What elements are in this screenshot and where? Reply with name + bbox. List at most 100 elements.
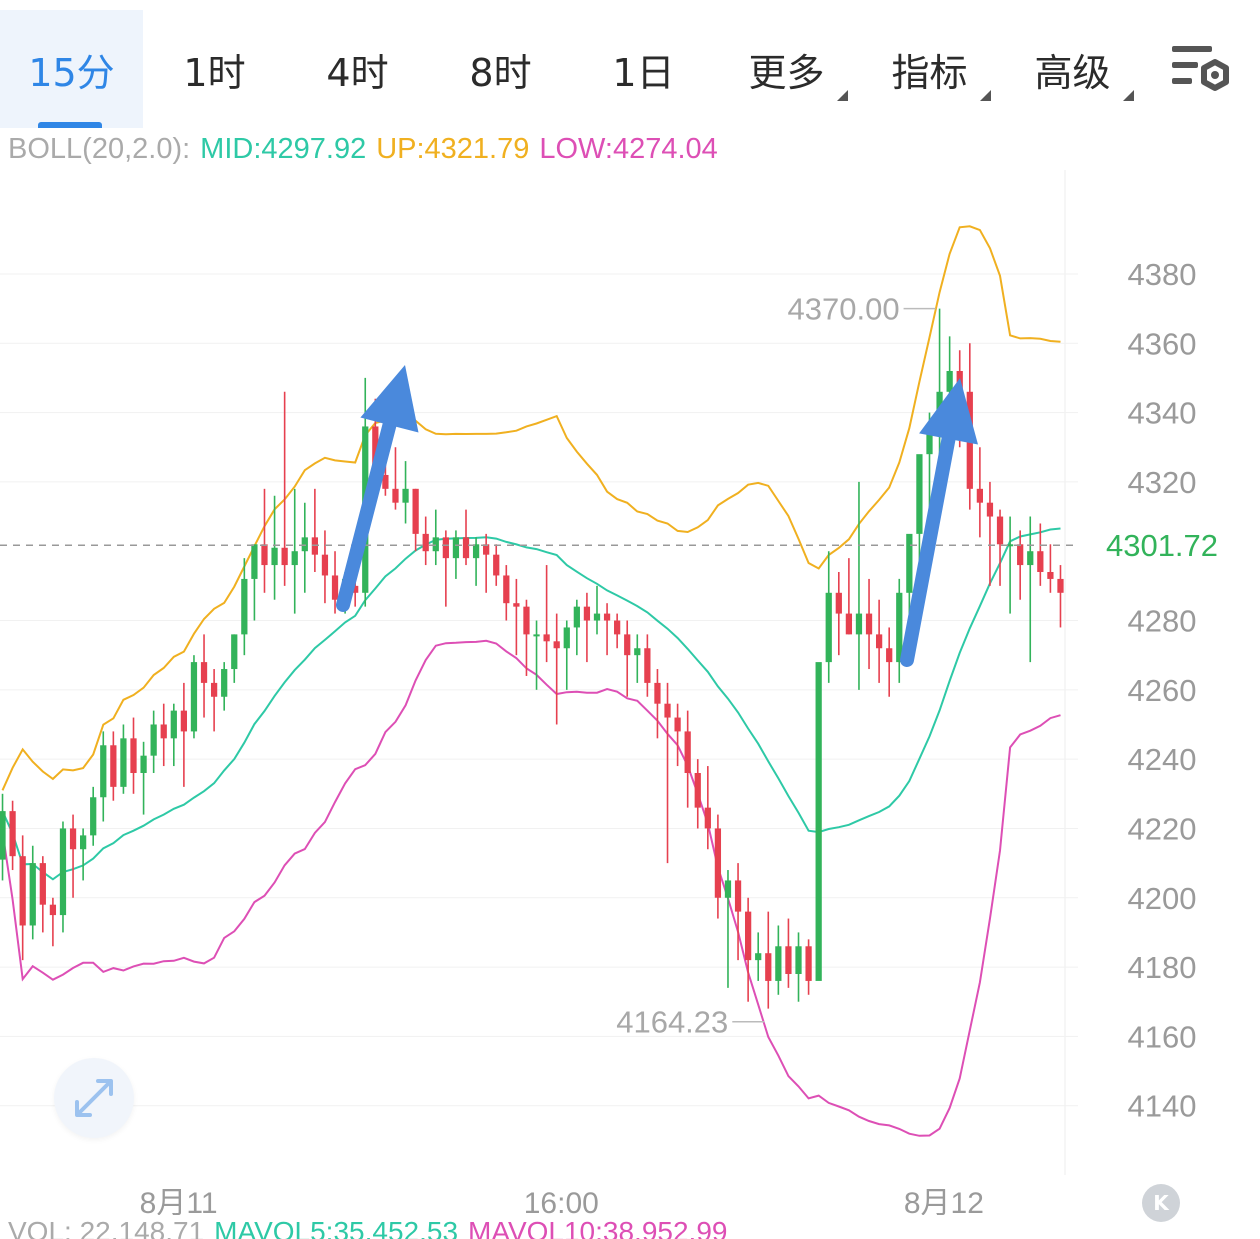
candle-down <box>603 603 611 656</box>
candle-body <box>120 738 127 787</box>
candle-down <box>664 682 671 864</box>
candle-body <box>140 755 147 773</box>
mavol10-value: MAVOL10:38,952.99 <box>468 1216 728 1239</box>
candle-body <box>59 828 67 916</box>
tab-1d[interactable]: 1日 <box>572 10 715 128</box>
tab-8h[interactable]: 8时 <box>429 10 572 128</box>
candle-down <box>553 613 560 725</box>
y-tick-label: 4240 <box>1128 742 1197 777</box>
candle-body <box>553 641 560 649</box>
candle-body <box>805 946 812 981</box>
candle-body <box>593 613 601 621</box>
candle-body <box>422 533 429 552</box>
tab-label: 更多 <box>748 50 825 95</box>
x-tick-label: 8月11 <box>140 1187 218 1215</box>
candle-up <box>402 461 409 524</box>
y-tick-label: 4140 <box>1128 1089 1197 1124</box>
candle-up <box>59 821 67 933</box>
candle-up <box>271 495 278 600</box>
candle-body <box>634 648 641 656</box>
tab-label: 8时 <box>469 50 532 95</box>
boll-name: BOLL(20,2.0): <box>8 133 191 165</box>
candle-down <box>331 551 339 614</box>
candle-up <box>472 537 480 586</box>
candle-body <box>745 911 752 961</box>
candle-down <box>835 572 842 656</box>
candle-up <box>221 662 228 711</box>
k-badge-icon[interactable]: K <box>1142 1184 1180 1222</box>
candle-up <box>0 793 6 881</box>
candle-up <box>563 620 570 690</box>
candle-body <box>694 773 701 808</box>
y-tick-label: 4320 <box>1128 465 1197 500</box>
tab-4h[interactable]: 4时 <box>286 10 429 128</box>
candle-body <box>39 863 46 905</box>
candle-down <box>704 766 711 850</box>
candle-up <box>120 724 127 794</box>
candle-down <box>1017 530 1024 600</box>
candle-body <box>231 634 238 670</box>
x-tick-label: 16:00 <box>524 1187 599 1215</box>
boll-mid-line <box>1 527 1061 881</box>
candle-body <box>765 953 772 981</box>
active-tab-indicator <box>38 122 102 128</box>
tab-more-dropdown[interactable]: 更多 <box>715 10 858 128</box>
candle-body <box>896 592 903 663</box>
candle-down <box>745 897 752 1002</box>
candlestick-chart[interactable]: 4370.00 4164.23 4380 4360 4340 4320 4280 4260 4… <box>0 170 1260 1215</box>
candle-body <box>906 533 913 593</box>
uptrend-arrow-icon <box>336 365 419 612</box>
candle-body <box>462 537 470 559</box>
candle-down <box>523 599 530 676</box>
candle-down <box>886 627 893 697</box>
x-tick-label: 8月12 <box>904 1187 984 1215</box>
arrow-shaft <box>900 431 956 667</box>
candle-down <box>392 447 399 510</box>
candle-up <box>573 599 580 656</box>
candle-down <box>694 759 701 829</box>
candle-up <box>100 731 107 822</box>
candle-up <box>1027 516 1034 663</box>
candle-down <box>654 669 661 739</box>
candle-up <box>190 655 198 739</box>
candle-body <box>200 662 208 683</box>
candle-down <box>321 530 329 604</box>
candle-body <box>210 682 218 697</box>
candle-body <box>452 537 460 559</box>
candle-body <box>886 648 893 663</box>
fullscreen-button[interactable] <box>54 1058 134 1138</box>
candle-down <box>110 731 117 801</box>
tab-15min[interactable]: 15分 <box>0 10 143 128</box>
candle-body <box>543 634 550 642</box>
candle-up <box>301 502 308 593</box>
candle-body <box>372 426 379 475</box>
candle-down <box>422 516 429 566</box>
candle-down <box>1037 523 1044 586</box>
candle-up <box>825 551 832 683</box>
boll-upper-line <box>1 225 1061 791</box>
candle-up <box>724 870 732 988</box>
candle-down <box>160 703 167 767</box>
candle-up <box>90 786 97 846</box>
candle-body <box>472 544 480 559</box>
chart-settings-icon[interactable] <box>1170 44 1232 96</box>
tab-indicators-dropdown[interactable]: 指标 <box>858 10 1001 128</box>
boll-lower-line <box>1 639 1061 1137</box>
candle-body <box>573 606 580 628</box>
candle-down <box>462 509 470 566</box>
candle-down <box>1047 544 1054 593</box>
candle-body <box>19 856 26 926</box>
arrow-head <box>919 378 978 445</box>
candle-body <box>311 537 318 555</box>
y-tick-label: 4260 <box>1128 673 1197 708</box>
tab-advanced-dropdown[interactable]: 高级 <box>1001 10 1144 128</box>
candle-down <box>624 620 631 697</box>
tab-label: 4时 <box>326 50 389 95</box>
candle-body <box>583 606 591 621</box>
tab-1h[interactable]: 1时 <box>143 10 286 128</box>
candle-body <box>241 578 248 635</box>
candle-body <box>775 946 782 981</box>
candle-body <box>724 880 732 898</box>
candle-up <box>452 530 460 579</box>
candle-body <box>533 634 540 637</box>
